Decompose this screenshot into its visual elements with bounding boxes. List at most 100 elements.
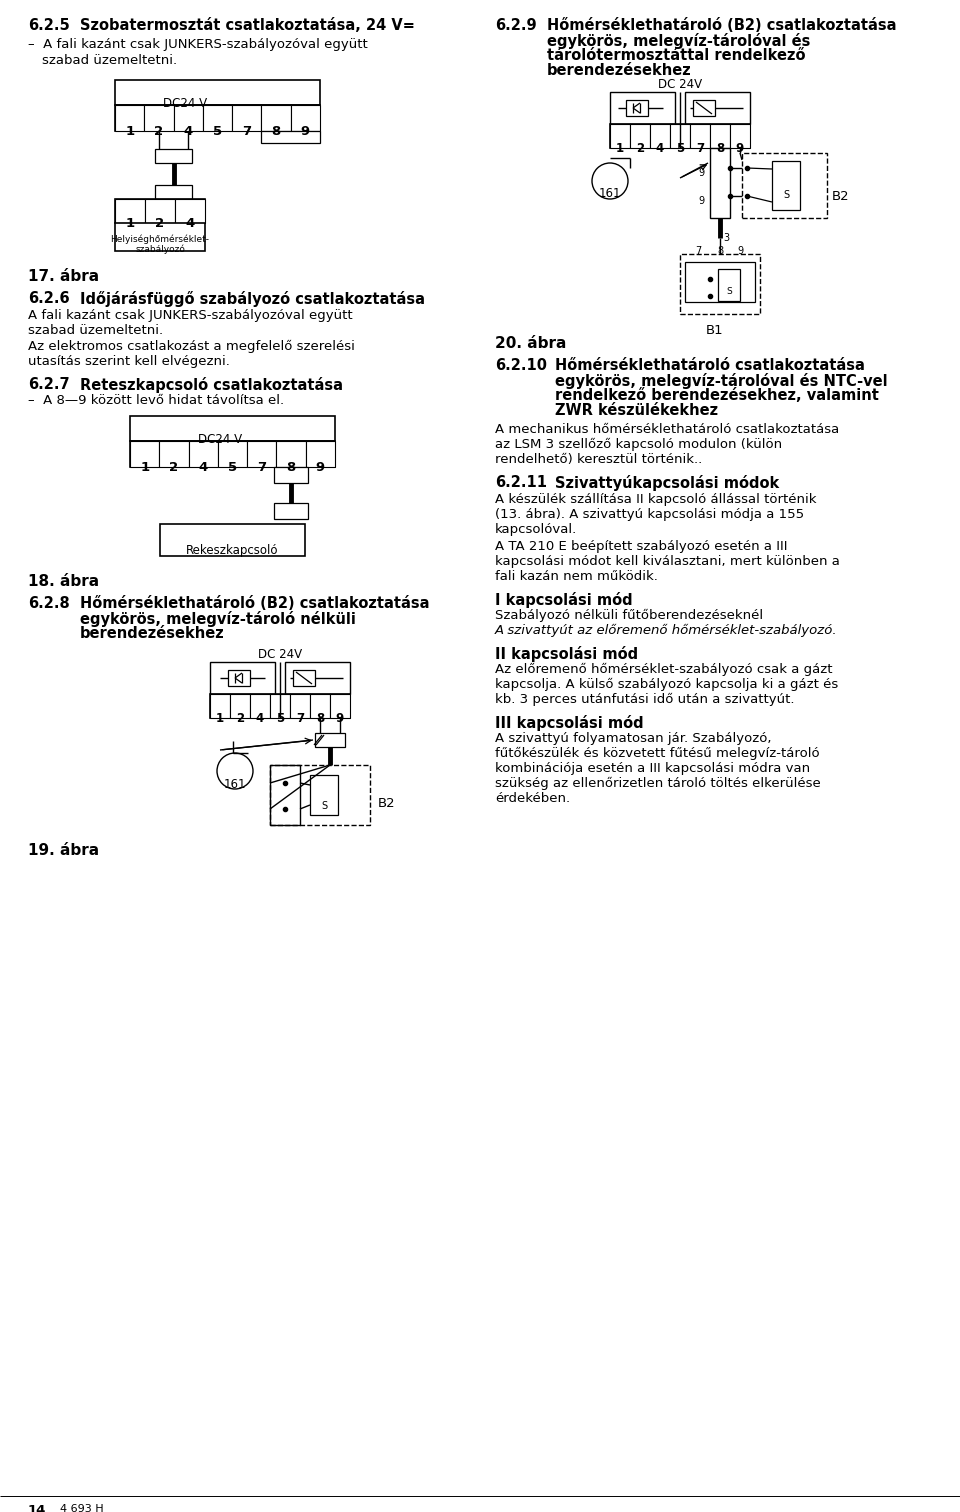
- Text: A szivattyú folyamatosan jár. Szabályozó,: A szivattyú folyamatosan jár. Szabályozó…: [495, 732, 772, 745]
- Text: rendelkező berendezésekhez, valamint: rendelkező berendezésekhez, valamint: [555, 389, 878, 404]
- Text: III kapcsolási mód: III kapcsolási mód: [495, 715, 643, 730]
- Text: Szivattyúkapcsolási módok: Szivattyúkapcsolási módok: [555, 475, 780, 491]
- Text: fali kazán nem működik.: fali kazán nem működik.: [495, 570, 658, 584]
- Bar: [690, 124, 710, 148]
- Text: 8: 8: [717, 246, 723, 256]
- Text: 1: 1: [125, 125, 134, 138]
- Bar: [175, 200, 205, 222]
- Text: berendezésekhez: berendezésekhez: [80, 626, 225, 641]
- Text: S: S: [783, 189, 789, 200]
- Text: 9: 9: [736, 142, 744, 156]
- Text: A szivattyút az előremenő hőmérséklet-szabályozó.: A szivattyút az előremenő hőmérséklet-sz…: [495, 624, 838, 637]
- Bar: [270, 694, 290, 718]
- Text: 5: 5: [228, 461, 237, 473]
- Text: 6.2.11: 6.2.11: [495, 475, 547, 490]
- Bar: [310, 694, 330, 718]
- Text: az LSM 3 szellőző kapcsoló modulon (külön: az LSM 3 szellőző kapcsoló modulon (külö…: [495, 438, 782, 451]
- Text: 6.2.5: 6.2.5: [28, 18, 70, 33]
- Text: DC 24V: DC 24V: [658, 79, 702, 91]
- Bar: [772, 160, 800, 210]
- Text: 5: 5: [276, 712, 284, 724]
- Bar: [160, 525, 305, 556]
- Text: 9: 9: [698, 197, 704, 206]
- Text: 5: 5: [213, 125, 222, 138]
- Bar: [685, 92, 750, 124]
- Text: rendelhető) keresztül történik..: rendelhető) keresztül történik..: [495, 454, 703, 466]
- Bar: [680, 254, 760, 314]
- Text: érdekében.: érdekében.: [495, 792, 570, 804]
- Bar: [710, 124, 730, 148]
- Text: Hőmérséklethatároló (B2) csatlakoztatása: Hőmérséklethatároló (B2) csatlakoztatása: [80, 596, 429, 611]
- Text: 2: 2: [636, 142, 644, 156]
- Text: kb. 3 perces utánfutási idő után a szivattyút.: kb. 3 perces utánfutási idő után a sziva…: [495, 692, 795, 706]
- Text: 1: 1: [216, 712, 224, 724]
- Text: 5: 5: [676, 142, 684, 156]
- Bar: [730, 124, 750, 148]
- Text: 4: 4: [199, 461, 207, 473]
- Text: egykörös, melegvíz-tároló nélküli: egykörös, melegvíz-tároló nélküli: [80, 611, 356, 627]
- Text: 7: 7: [257, 461, 266, 473]
- Text: 6.2.9: 6.2.9: [495, 18, 537, 33]
- Text: utasítás szerint kell elvégezni.: utasítás szerint kell elvégezni.: [28, 355, 229, 367]
- Text: 1: 1: [140, 461, 149, 473]
- Text: kapcsolási módot kell kiválasztani, mert különben a: kapcsolási módot kell kiválasztani, mert…: [495, 555, 840, 569]
- Text: kombinációja esetén a III kapcsolási módra van: kombinációja esetén a III kapcsolási mód…: [495, 762, 810, 776]
- Text: 8: 8: [716, 142, 724, 156]
- Bar: [630, 124, 650, 148]
- Bar: [115, 200, 145, 222]
- Bar: [610, 124, 630, 148]
- Text: Időjárásfüggő szabályozó csatlakoztatása: Időjárásfüggő szabályozó csatlakoztatása: [80, 290, 425, 307]
- Text: 6.2.10: 6.2.10: [495, 358, 547, 373]
- Text: 7: 7: [696, 142, 704, 156]
- Text: 3: 3: [723, 233, 730, 243]
- Text: 4 693 H: 4 693 H: [60, 1504, 104, 1512]
- Text: 9: 9: [300, 125, 310, 138]
- Text: 20. ábra: 20. ábra: [495, 336, 566, 351]
- Text: 9: 9: [698, 168, 704, 178]
- Text: 8: 8: [316, 712, 324, 724]
- Bar: [610, 92, 675, 124]
- Text: 18. ábra: 18. ábra: [28, 575, 99, 590]
- Text: egykörös, melegvíz-tárolóval és NTC-vel: egykörös, melegvíz-tárolóval és NTC-vel: [555, 373, 888, 389]
- Bar: [261, 132, 320, 144]
- Bar: [250, 694, 270, 718]
- Text: kapcsolja. A külső szabályozó kapcsolja ki a gázt és: kapcsolja. A külső szabályozó kapcsolja …: [495, 677, 838, 691]
- Bar: [145, 200, 175, 222]
- Bar: [155, 184, 192, 200]
- Bar: [276, 442, 305, 467]
- Text: 9: 9: [316, 461, 324, 473]
- Text: A TA 210 E beépített szabályozó esetén a III: A TA 210 E beépített szabályozó esetén a…: [495, 540, 787, 553]
- Bar: [210, 694, 230, 718]
- Text: Hőmérséklethatároló (B2) csatlakoztatása: Hőmérséklethatároló (B2) csatlakoztatása: [547, 18, 897, 33]
- Text: 8: 8: [286, 461, 296, 473]
- Text: 2: 2: [156, 218, 164, 230]
- Text: A készülék szállítása II kapcsoló állással történik: A készülék szállítása II kapcsoló álláss…: [495, 493, 817, 507]
- Text: 6.2.8: 6.2.8: [28, 596, 70, 611]
- Bar: [742, 153, 827, 218]
- Text: A mechanikus hőmérséklethatároló csatlakoztatása: A mechanikus hőmérséklethatároló csatlak…: [495, 423, 839, 435]
- Bar: [293, 670, 315, 686]
- Bar: [285, 662, 350, 694]
- Bar: [685, 262, 755, 302]
- Text: –  A fali kazánt csak JUNKERS-szabályozóval együtt: – A fali kazánt csak JUNKERS-szabályozóv…: [28, 38, 368, 51]
- Text: Szobatermosztát csatlakoztatása, 24 V=: Szobatermosztát csatlakoztatása, 24 V=: [80, 18, 415, 33]
- Text: 7: 7: [242, 125, 252, 138]
- Bar: [130, 442, 335, 467]
- Bar: [693, 100, 715, 116]
- Text: tárolótermosztáttal rendelkező: tárolótermosztáttal rendelkező: [547, 48, 805, 64]
- Text: DC24 V: DC24 V: [198, 432, 242, 446]
- Text: B1: B1: [707, 324, 724, 337]
- Text: 1: 1: [616, 142, 624, 156]
- Text: kapcsolóval.: kapcsolóval.: [495, 523, 577, 535]
- Bar: [218, 442, 247, 467]
- Text: 6.2.7: 6.2.7: [28, 376, 70, 392]
- Text: 161: 161: [599, 187, 621, 200]
- Bar: [174, 104, 203, 132]
- Text: Az elektromos csatlakozást a megfelelő szerelési: Az elektromos csatlakozást a megfelelő s…: [28, 340, 355, 354]
- Text: szabályozó: szabályozó: [135, 243, 185, 254]
- Text: egykörös, melegvíz-tárolóval és: egykörös, melegvíz-tárolóval és: [547, 33, 810, 48]
- Bar: [315, 733, 345, 747]
- Bar: [710, 148, 730, 218]
- Text: Az előremenő hőmérséklet-szabályozó csak a gázt: Az előremenő hőmérséklet-szabályozó csak…: [495, 662, 832, 676]
- Bar: [115, 200, 205, 222]
